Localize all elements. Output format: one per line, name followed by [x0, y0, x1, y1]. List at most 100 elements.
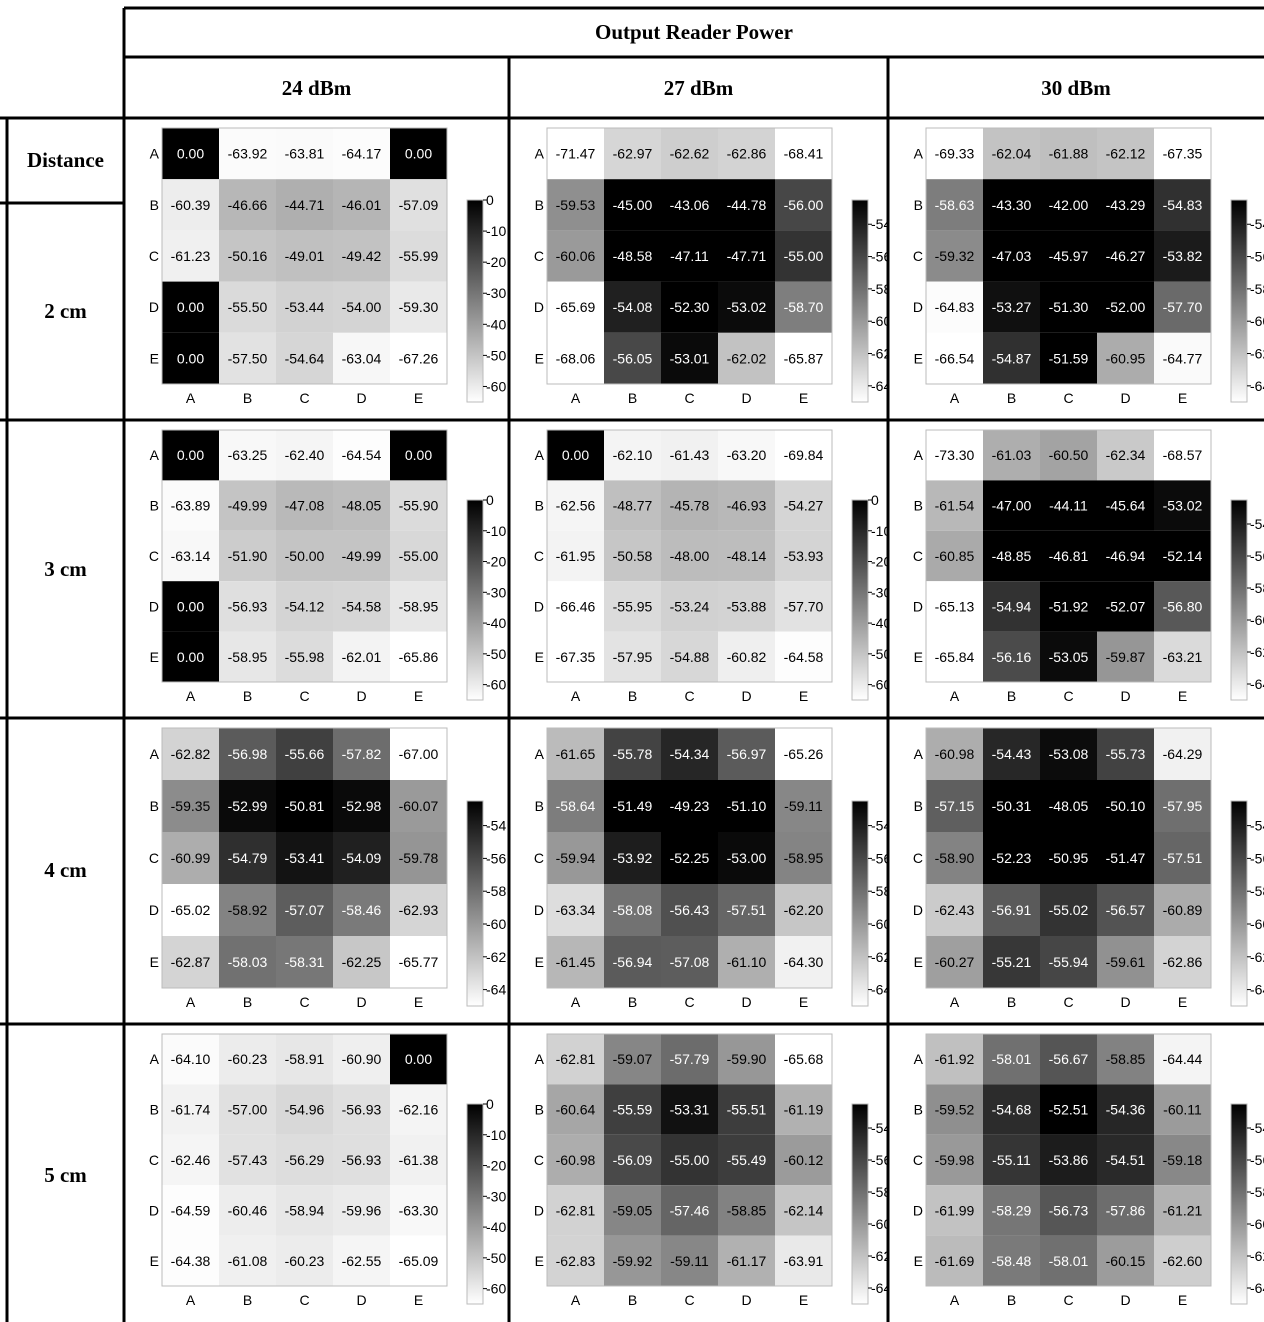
- heatmap-cell: [604, 1084, 661, 1135]
- y-tick-label: B: [150, 197, 159, 213]
- colorbar-tick-label: -40: [486, 316, 506, 332]
- colorbar-tick-label: -50: [871, 646, 888, 662]
- y-tick-label: A: [150, 146, 160, 162]
- heatmap-cell: [1097, 1034, 1154, 1085]
- x-tick-label: B: [1007, 1292, 1016, 1308]
- y-tick-label: C: [149, 548, 159, 564]
- cell-value-label: -59.78: [399, 850, 439, 866]
- cell-value-label: -52.00: [1106, 299, 1146, 315]
- heatmap-cell: [1040, 1185, 1097, 1236]
- heatmap-cell: [162, 936, 219, 988]
- colorbar-tick-label: -62: [871, 1248, 888, 1264]
- heatmap-cell: [1040, 884, 1097, 936]
- x-tick-label: B: [628, 994, 637, 1010]
- heatmap-cell: [604, 530, 661, 582]
- cell-value-label: -61.21: [1163, 1202, 1203, 1218]
- heatmap-cell: [276, 1235, 333, 1286]
- heatmap-cell: [1040, 281, 1097, 333]
- cell-value-label: -66.54: [935, 350, 975, 366]
- colorbar-tick-label: -58: [1250, 281, 1264, 297]
- cell-value-label: -53.02: [727, 299, 767, 315]
- cell-value-label: -53.00: [727, 850, 767, 866]
- x-tick-label: B: [243, 688, 252, 704]
- y-tick-label: A: [535, 447, 545, 463]
- cell-value-label: -56.93: [342, 1152, 382, 1168]
- heatmap-cell: [1154, 936, 1211, 988]
- cell-value-label: -56.16: [992, 649, 1032, 665]
- cell-value-label: -56.73: [1049, 1202, 1089, 1218]
- cell-value-label: -64.54: [342, 447, 382, 463]
- heatmap-cell: [1040, 1235, 1097, 1286]
- cell-value-label: -62.40: [285, 447, 325, 463]
- colorbar-tick-label: -54: [871, 216, 888, 232]
- colorbar-tick-label: -20: [486, 554, 506, 570]
- heatmap-cell: [162, 281, 219, 333]
- cell-value-label: -63.34: [556, 902, 596, 918]
- heatmap-frame: [925, 429, 1212, 683]
- power-header-24: 24 dBm: [281, 76, 352, 100]
- heatmap-cell: [926, 1134, 983, 1186]
- cell-value-label: -64.17: [342, 146, 382, 162]
- cell-value-label: -60.27: [935, 954, 975, 970]
- cell-value-label: -54.43: [992, 746, 1032, 762]
- cell-value-label: -58.85: [727, 1202, 767, 1218]
- heatmap-cell: [983, 332, 1040, 384]
- heatmap-cell: [1154, 631, 1211, 682]
- heatmap-cell: [547, 430, 604, 481]
- cell-value-label: -43.06: [670, 197, 710, 213]
- heatmap-cell: [604, 631, 661, 682]
- cell-value-label: 0.00: [405, 146, 432, 162]
- cell-value-label: -59.52: [935, 1102, 975, 1118]
- cell-value-label: -62.14: [784, 1202, 824, 1218]
- colorbar-tick-label: -56: [871, 249, 888, 265]
- heatmap-cell: [390, 1185, 447, 1236]
- cell-value-label: -65.86: [399, 649, 439, 665]
- cell-value-label: -59.11: [784, 798, 823, 814]
- cell-value-label: -62.16: [399, 1102, 439, 1118]
- cell-value-label: -58.94: [285, 1202, 325, 1218]
- heatmap-cell: [926, 1185, 983, 1236]
- cell-value-label: -52.51: [1049, 1102, 1089, 1118]
- colorbar-tick-label: -62: [1250, 644, 1264, 660]
- heatmap-cell: [604, 728, 661, 780]
- y-tick-label: C: [149, 248, 159, 264]
- heatmap-cell: [775, 128, 832, 180]
- colorbar-tick-label: -60: [1250, 313, 1264, 329]
- x-tick-label: E: [799, 1292, 808, 1308]
- cell-value-label: -53.82: [1163, 248, 1203, 264]
- cell-value-label: -57.51: [1163, 850, 1203, 866]
- cell-value-label: -57.79: [670, 1051, 710, 1067]
- x-tick-label: A: [950, 994, 960, 1010]
- heatmap-cell: [162, 884, 219, 936]
- cell-value-label: -62.97: [613, 146, 653, 162]
- heatmap-cell: [276, 281, 333, 333]
- cell-value-label: -64.10: [171, 1051, 211, 1067]
- heatmap-cell: [162, 780, 219, 832]
- cell-value-label: 0.00: [177, 146, 204, 162]
- y-tick-label: A: [914, 1051, 924, 1067]
- heatmap-cell: [926, 332, 983, 384]
- cell-value-label: -60.39: [171, 197, 211, 213]
- cell-value-label: -56.09: [613, 1152, 653, 1168]
- colorbar-tick-label: -56: [871, 850, 888, 866]
- heatmap-cell: [547, 728, 604, 780]
- heatmap-cell: [1040, 631, 1097, 682]
- heatmap-cell: [983, 780, 1040, 832]
- heatmap-cell: [1154, 1235, 1211, 1286]
- heatmap-cell: [333, 1034, 390, 1085]
- cell-value-label: -51.90: [228, 548, 268, 564]
- y-tick-label: C: [534, 850, 544, 866]
- heatmap-cell: [1154, 728, 1211, 780]
- cell-value-label: -55.11: [992, 1152, 1031, 1168]
- y-tick-label: E: [150, 350, 159, 366]
- heatmap-cell: [219, 780, 276, 832]
- heatmap-cell: [1154, 430, 1211, 481]
- heatmap-cell: [219, 1235, 276, 1286]
- heatmap-frame: [161, 1033, 448, 1287]
- heatmap-3cm-27dbm: 0.00 -62.10 -61.43 -63.20 -69.84 -62.56 -48.77…: [534, 429, 888, 704]
- heatmap-cell: [926, 1084, 983, 1135]
- heatmap-4cm-24dbm: -62.82 -56.98 -55.66 -57.82 -67.00 -59.35 -52.…: [149, 727, 506, 1010]
- cell-value-label: -63.92: [228, 146, 268, 162]
- heatmap-cell: [983, 936, 1040, 988]
